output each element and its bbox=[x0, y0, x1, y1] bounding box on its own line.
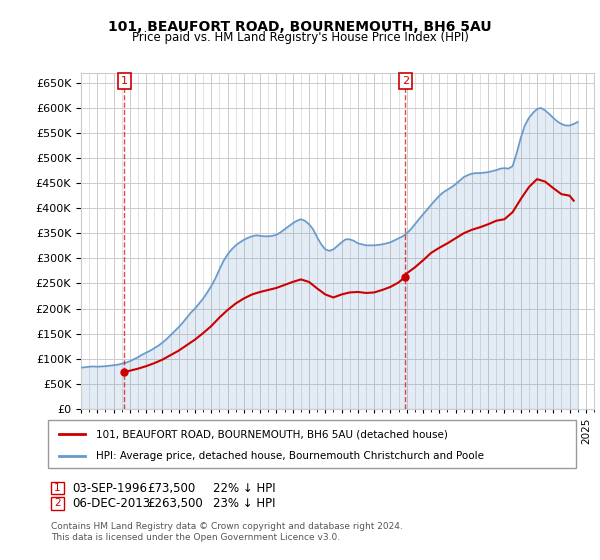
Text: 101, BEAUFORT ROAD, BOURNEMOUTH, BH6 5AU (detached house): 101, BEAUFORT ROAD, BOURNEMOUTH, BH6 5AU… bbox=[95, 430, 448, 439]
Text: 1: 1 bbox=[54, 483, 61, 493]
Text: 03-SEP-1996: 03-SEP-1996 bbox=[72, 482, 147, 495]
Text: £73,500: £73,500 bbox=[147, 482, 195, 495]
Text: 06-DEC-2013: 06-DEC-2013 bbox=[72, 497, 150, 510]
FancyBboxPatch shape bbox=[48, 420, 576, 468]
Text: 22% ↓ HPI: 22% ↓ HPI bbox=[213, 482, 275, 495]
Text: £263,500: £263,500 bbox=[147, 497, 203, 510]
Text: 2: 2 bbox=[54, 498, 61, 508]
Text: 23% ↓ HPI: 23% ↓ HPI bbox=[213, 497, 275, 510]
Text: Price paid vs. HM Land Registry's House Price Index (HPI): Price paid vs. HM Land Registry's House … bbox=[131, 31, 469, 44]
Text: HPI: Average price, detached house, Bournemouth Christchurch and Poole: HPI: Average price, detached house, Bour… bbox=[95, 451, 484, 461]
Text: 1: 1 bbox=[121, 76, 128, 86]
Text: Contains HM Land Registry data © Crown copyright and database right 2024.
This d: Contains HM Land Registry data © Crown c… bbox=[51, 522, 403, 542]
Text: 101, BEAUFORT ROAD, BOURNEMOUTH, BH6 5AU: 101, BEAUFORT ROAD, BOURNEMOUTH, BH6 5AU bbox=[108, 20, 492, 34]
Text: 2: 2 bbox=[402, 76, 409, 86]
